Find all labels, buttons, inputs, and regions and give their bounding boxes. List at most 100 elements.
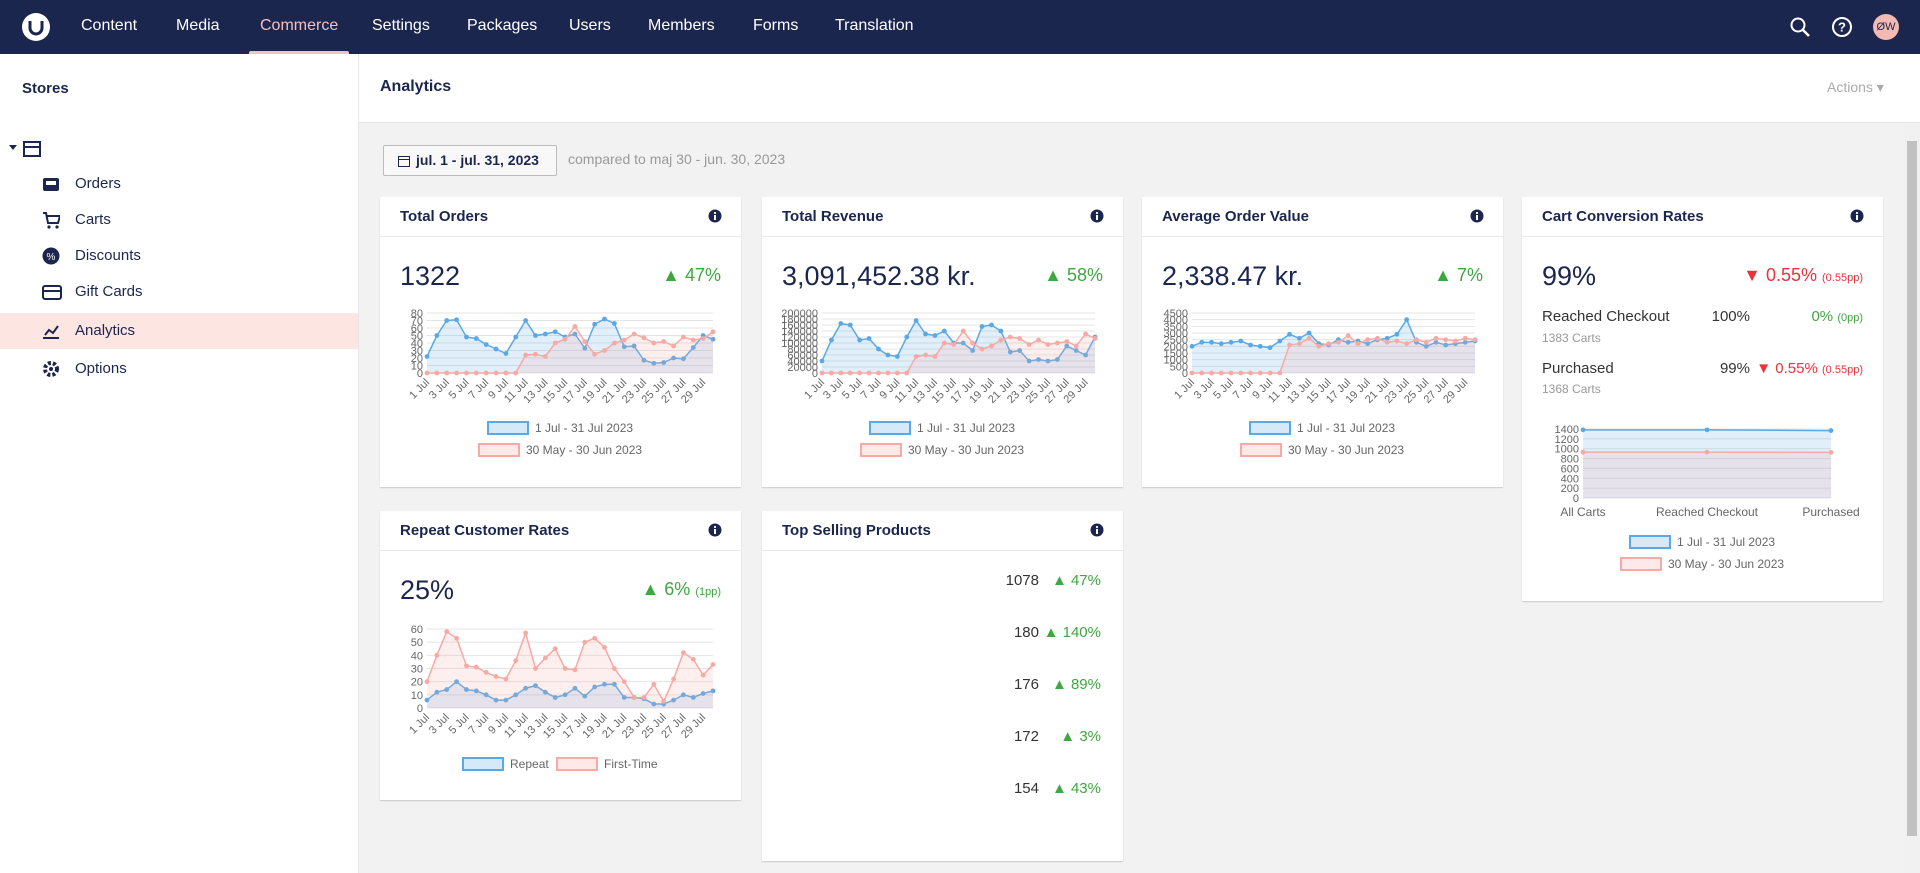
info-icon[interactable] <box>1090 523 1104 537</box>
y-tick-label: 0 <box>1573 493 1579 505</box>
card: Top Selling Products 1078 ▲ 47% 180 ▲ 14… <box>762 511 1123 861</box>
data-point <box>690 337 696 343</box>
nav-item[interactable]: Settings <box>372 17 430 34</box>
data-point <box>1007 334 1013 340</box>
info-icon[interactable] <box>708 209 722 223</box>
series-area <box>1192 319 1475 373</box>
sidebar-item[interactable]: Carts <box>0 202 358 238</box>
data-point <box>1433 339 1439 345</box>
sidebar-item[interactable]: Gift Cards <box>0 274 358 310</box>
product-change: ▲ 89% <box>1051 676 1101 693</box>
data-point <box>989 343 994 349</box>
data-point <box>542 689 548 695</box>
y-tick-label: 0 <box>812 368 818 380</box>
actions-button[interactable]: Actions ▾ <box>1827 79 1884 95</box>
info-icon[interactable] <box>708 523 722 537</box>
data-point <box>1238 338 1244 344</box>
data-point <box>866 370 872 376</box>
metric-change: ▲ 7% <box>1434 265 1483 285</box>
sidebar-item[interactable]: Options <box>0 351 358 387</box>
data-point <box>1238 370 1244 376</box>
nav-item[interactable]: Forms <box>753 17 799 34</box>
x-tick-label: Reached Checkout <box>1656 505 1759 519</box>
info-icon[interactable] <box>1470 209 1484 223</box>
y-tick-label: 1000 <box>1555 444 1579 456</box>
nav-item[interactable]: Packages <box>467 17 538 34</box>
avatar[interactable]: ØW <box>1873 14 1899 40</box>
logo[interactable] <box>21 12 51 42</box>
data-point <box>1414 337 1419 343</box>
data-point <box>483 670 489 675</box>
data-point <box>454 679 459 685</box>
y-tick-label: 50 <box>411 331 423 343</box>
sidebar-item[interactable]: Analytics <box>0 313 358 349</box>
icon <box>43 361 59 377</box>
info-icon[interactable] <box>1850 209 1864 223</box>
data-point <box>552 646 558 652</box>
data-point <box>857 337 863 343</box>
icon <box>43 212 60 229</box>
product-change: ▲ 3% <box>1060 728 1101 745</box>
data-point <box>1228 339 1234 345</box>
scrollbar-thumb[interactable] <box>1907 141 1917 836</box>
data-point <box>829 370 834 376</box>
x-tick-label: 3 Jul <box>427 712 452 737</box>
data-point <box>838 321 844 326</box>
data-point <box>681 692 686 698</box>
nav-item[interactable]: Media <box>176 17 220 34</box>
help-icon[interactable]: ? <box>1831 16 1853 38</box>
nav-item[interactable]: Users <box>569 17 611 34</box>
card: Repeat Customer Rates 25% ▲ 6% (1pp) 0 10… <box>380 511 741 800</box>
y-tick-label: 4500 <box>1164 308 1188 320</box>
data-point <box>1704 427 1710 433</box>
data-point <box>1326 341 1332 347</box>
label: Gift Cards <box>75 283 143 300</box>
legend-label: Repeat <box>510 757 549 771</box>
icon <box>43 178 59 191</box>
data-point <box>1306 335 1312 341</box>
x-tick-label: Purchased <box>1802 505 1859 519</box>
nav-item[interactable]: Translation <box>835 17 914 34</box>
data-point <box>651 701 657 707</box>
data-point <box>1267 370 1273 376</box>
x-tick-label: 5 Jul <box>840 377 865 402</box>
data-point <box>592 321 598 327</box>
nav-item[interactable]: Content <box>81 17 138 34</box>
sidebar-item[interactable]: Orders <box>0 166 358 202</box>
data-point <box>483 692 489 698</box>
nav-item[interactable]: Commerce <box>248 0 350 54</box>
date-range-button[interactable]: jul. 1 - jul. 31, 2023 <box>383 145 557 176</box>
sidebar-item[interactable]: % Discounts <box>0 238 358 274</box>
store-node[interactable] <box>6 139 46 159</box>
product-change: ▲ 47% <box>1051 572 1101 589</box>
svg-text:%: % <box>47 252 56 263</box>
scrollbar[interactable] <box>1904 124 1920 873</box>
page-header: Analytics Actions ▾ <box>359 54 1920 123</box>
metric-value: 1322 <box>400 261 461 291</box>
data-point <box>611 681 617 687</box>
icon: % <box>42 247 60 265</box>
series-area <box>1583 429 1831 498</box>
card-header: Total Revenue <box>762 197 1123 237</box>
y-tick-label: 160000 <box>781 320 818 332</box>
data-point <box>970 340 976 346</box>
data-point <box>819 358 825 364</box>
search-icon[interactable] <box>1789 16 1811 38</box>
data-point <box>582 693 588 699</box>
data-point <box>533 683 538 689</box>
compare-text: compared to maj 30 - jun. 30, 2023 <box>568 151 786 167</box>
x-tick-label: 5 Jul <box>447 712 472 737</box>
data-point <box>483 342 489 347</box>
info-icon[interactable] <box>1090 209 1104 223</box>
data-point <box>602 348 607 353</box>
data-point <box>941 328 947 334</box>
data-point <box>641 357 647 363</box>
nav-item[interactable]: Members <box>648 17 715 34</box>
data-point <box>989 322 994 328</box>
metric-value: 99% <box>1542 261 1597 291</box>
y-tick-label: 60000 <box>787 350 818 362</box>
y-tick-label: 0 <box>417 703 423 715</box>
